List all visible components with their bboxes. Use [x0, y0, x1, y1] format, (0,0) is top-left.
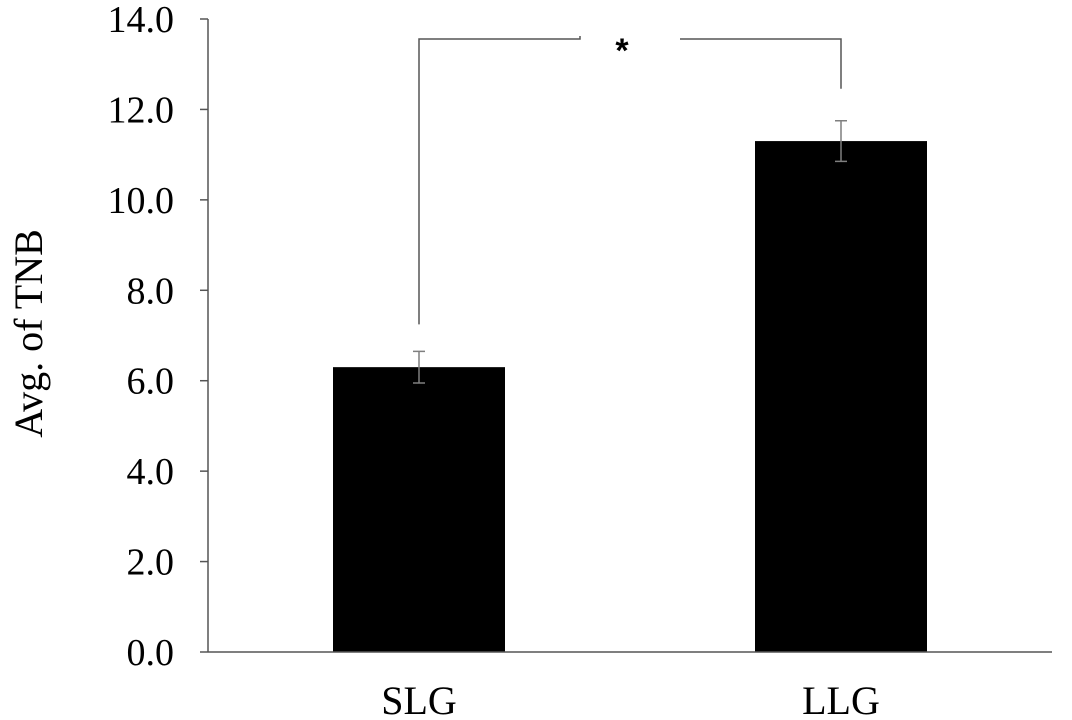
significance-bracket-right	[680, 38, 842, 89]
bar-llg	[755, 141, 927, 653]
y-axis-label: Avg. of TNB	[6, 229, 51, 438]
bar-slg	[333, 367, 505, 652]
error-bar-slg	[413, 350, 425, 384]
y-tick-label: 4.0	[127, 451, 175, 493]
x-category-label: LLG	[802, 678, 880, 720]
x-category-label: SLG	[381, 678, 457, 720]
significance-bracket-left	[418, 36, 581, 325]
error-bar-llg	[835, 119, 847, 163]
y-tick-label: 10.0	[108, 180, 175, 222]
y-tick-label: 6.0	[127, 361, 175, 403]
y-axis-ticks: 0.0 2.0 4.0 6.0 8.0 10.0 12.0 14.0	[108, 0, 208, 674]
x-axis-categories: SLG LLG	[381, 678, 880, 720]
y-tick-label: 0.0	[127, 632, 175, 674]
y-tick-label: 2.0	[127, 542, 175, 584]
significance-bracket: *	[418, 32, 842, 325]
y-tick-label: 14.0	[108, 0, 175, 41]
bars-group	[333, 141, 927, 653]
significance-marker: *	[615, 32, 629, 70]
y-tick-label: 8.0	[127, 270, 175, 312]
y-tick-label: 12.0	[108, 89, 175, 131]
error-bars-group	[413, 119, 847, 384]
